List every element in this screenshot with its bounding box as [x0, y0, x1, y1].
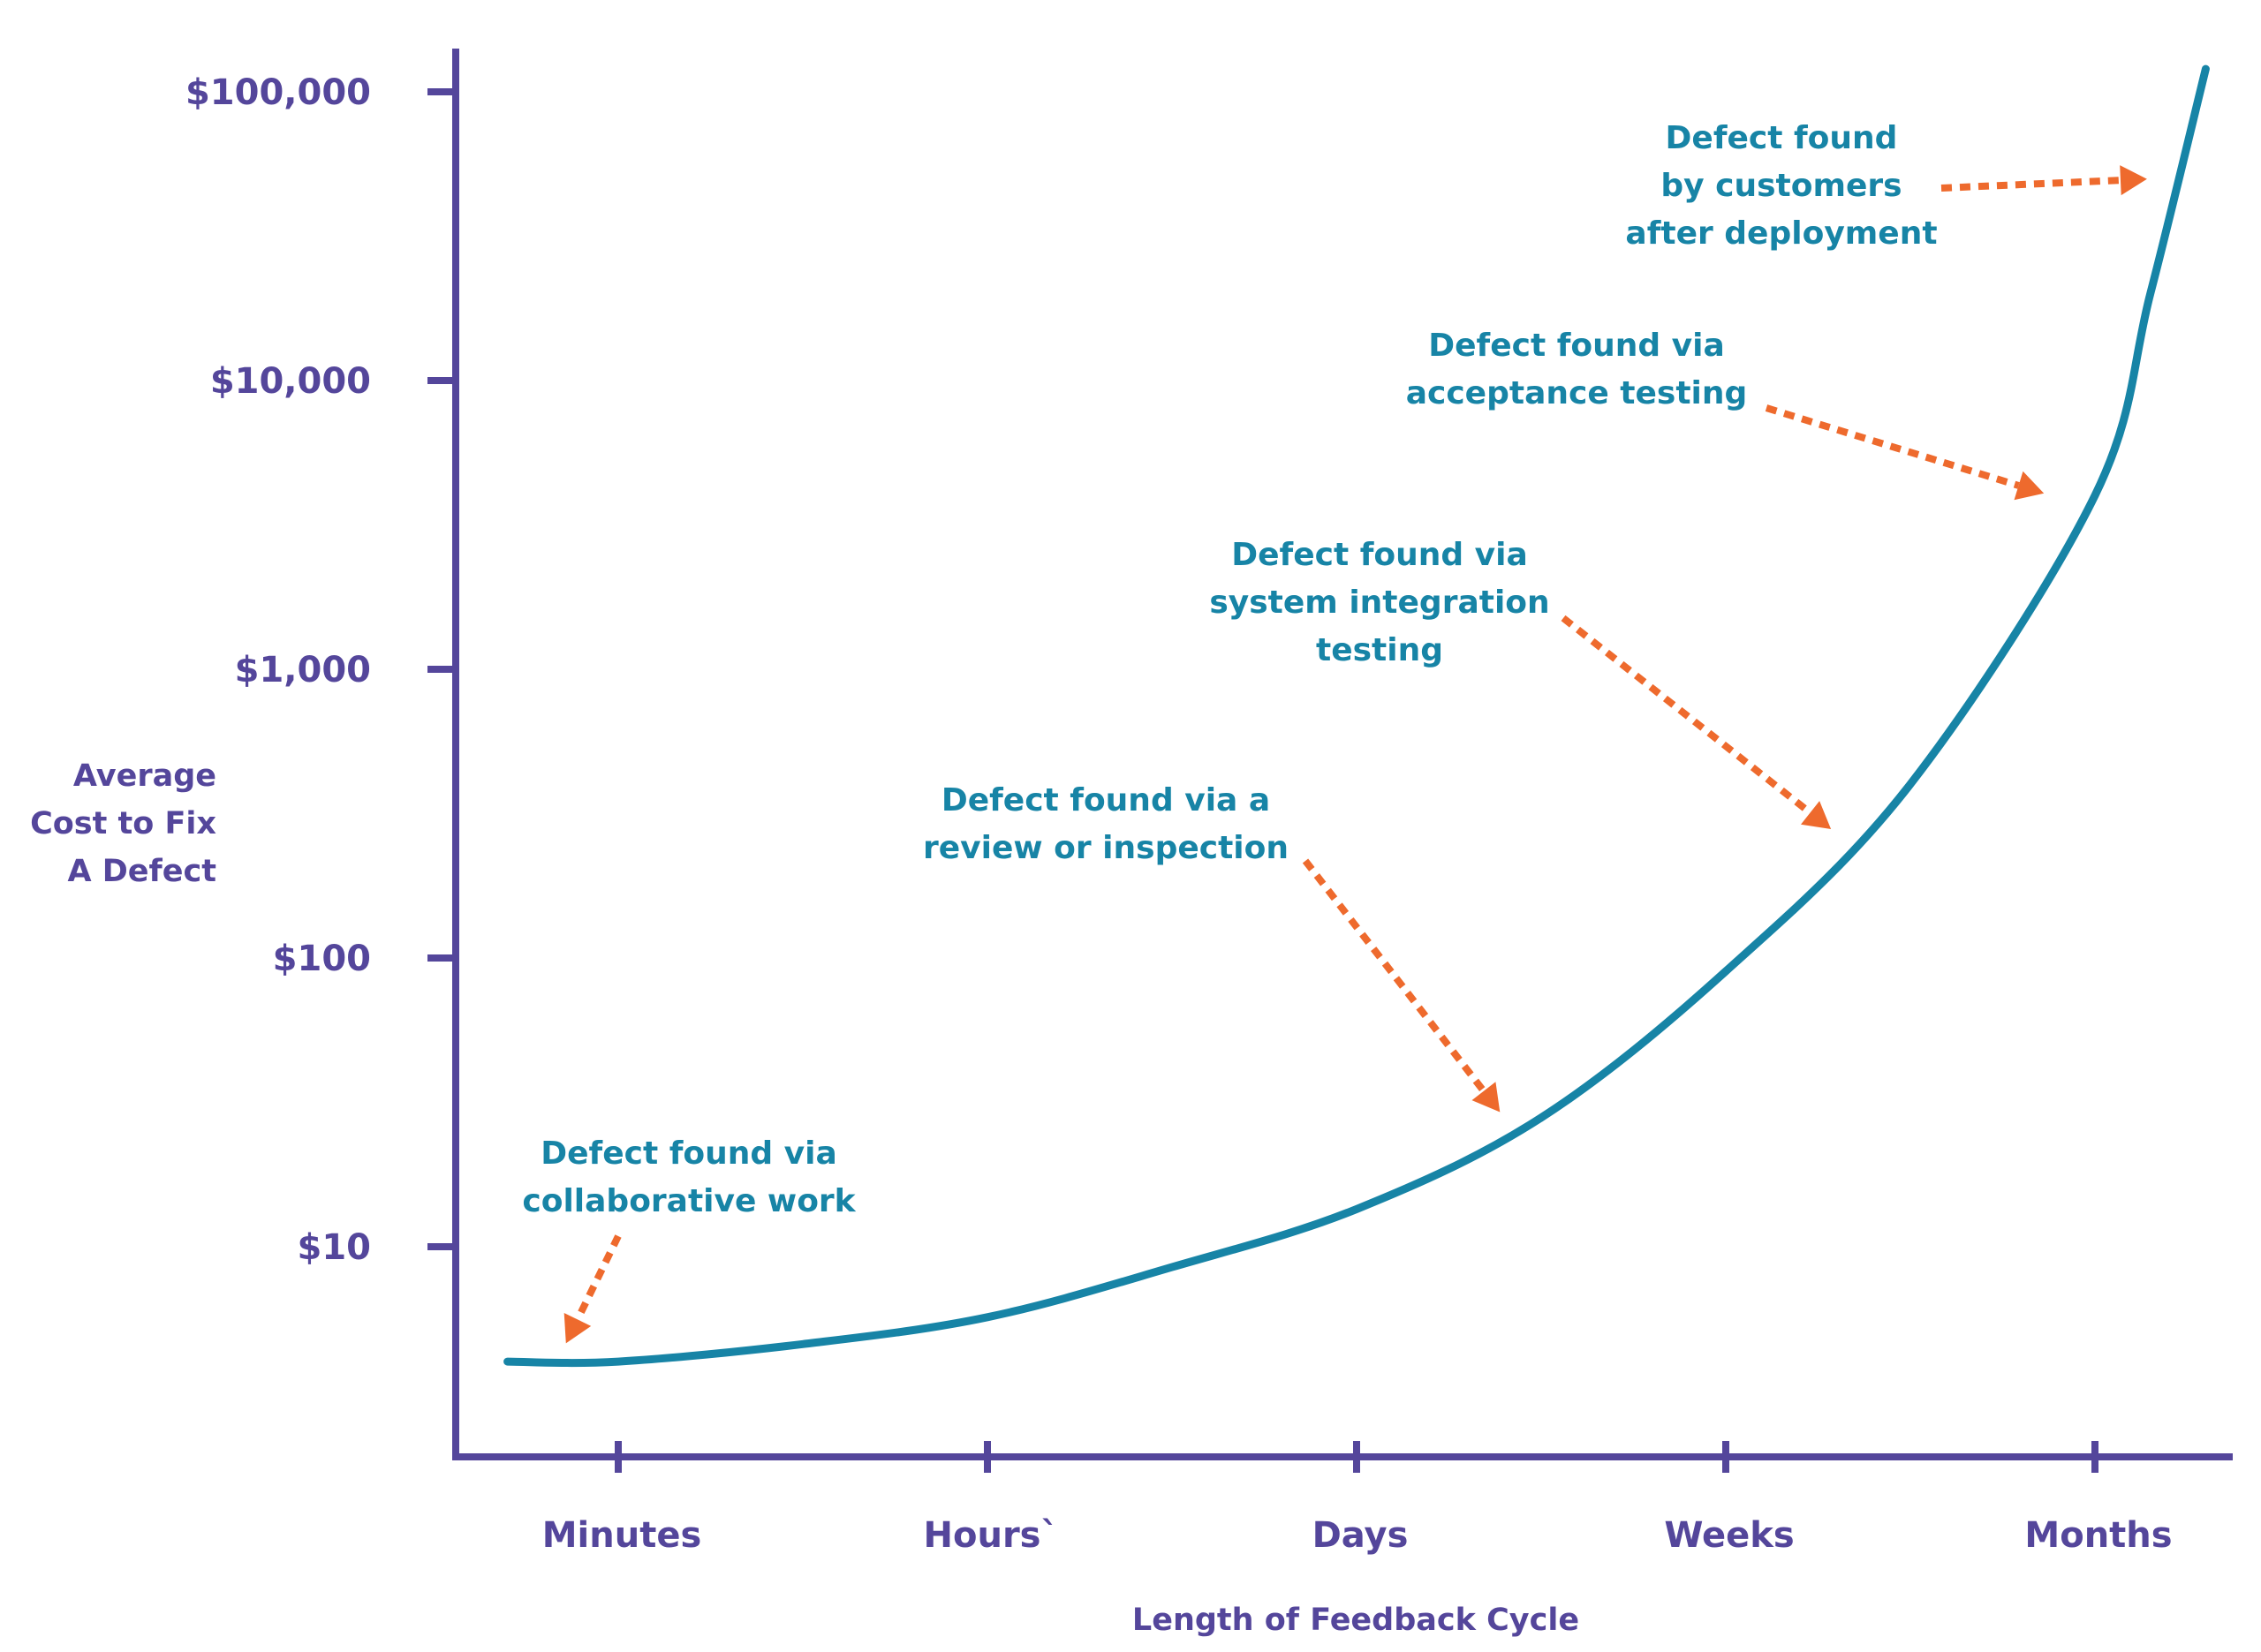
annotation-label: Defect found via acceptance testing	[1406, 328, 1748, 411]
x-tick-label: Months	[2024, 1515, 2172, 1556]
annotation-arrow-line	[1765, 404, 2020, 489]
x-tick-label: Weeks	[1664, 1515, 1794, 1556]
x-axis-title: Length of Feedback Cycle	[1132, 1603, 1579, 1638]
annotation-label: Defect found via a review or inspection	[923, 782, 1289, 866]
annotation-arrow-line	[1561, 615, 1813, 816]
x-tick-label: Hours`	[924, 1515, 1059, 1556]
annotation-arrow-line	[574, 1234, 622, 1322]
cost-curve	[503, 64, 2210, 1368]
annotation-arrow-line	[1940, 177, 2121, 192]
annotation-line: acceptance testing	[1406, 375, 1748, 411]
annotation-arrow-line	[1302, 858, 1487, 1094]
annotation-line: Defect found via	[1428, 328, 1725, 364]
y-axis-ticks: $10 $100 $1,000 $10,000 $100,000	[185, 72, 456, 1268]
annotation-arrowhead	[1471, 1082, 1501, 1113]
annotation-line: by customers	[1660, 168, 1902, 204]
y-tick-label: $10	[298, 1227, 372, 1268]
x-tick-label: Minutes	[542, 1515, 702, 1556]
x-axis-ticks: Minutes Hours` Days Weeks Months	[542, 1441, 2173, 1556]
annotation-line: after deployment	[1625, 215, 1937, 252]
x-tick-label: Days	[1312, 1515, 1409, 1556]
y-axis-title-line: Cost to Fix	[30, 806, 216, 841]
annotation-arrowhead	[1801, 801, 1832, 829]
y-tick-label: $1,000	[235, 650, 371, 690]
annotation-line: review or inspection	[923, 830, 1289, 866]
y-axis-title-line: Average	[73, 758, 216, 794]
annotation-label: Defect found via system integration testin…	[1209, 537, 1549, 668]
annotation-line: Defect found via a	[941, 782, 1270, 818]
annotation-line: collaborative work	[522, 1183, 856, 1219]
y-tick-label: $100	[273, 939, 371, 979]
y-tick-label: $100,000	[185, 72, 371, 113]
annotation-label: Defect found by customers after deployment	[1625, 120, 1937, 252]
y-tick-label: $10,000	[210, 361, 371, 402]
annotation-line: testing	[1316, 632, 1443, 668]
annotation-line: Defect found via	[1231, 537, 1528, 573]
annotation-line: Defect found	[1666, 120, 1898, 156]
annotation-arrowhead	[563, 1313, 592, 1344]
y-axis-title: Average Cost to Fix A Defect	[30, 758, 216, 889]
annotation-label: Defect found via collaborative work	[522, 1135, 856, 1219]
annotation-line: system integration	[1209, 585, 1549, 621]
annotation-line: Defect found via	[541, 1135, 837, 1172]
annotations: Defect found via collaborative workDefect…	[522, 120, 2147, 1344]
y-axis-title-line: A Defect	[67, 854, 216, 889]
annotation-arrowhead	[2120, 165, 2147, 196]
annotation-arrowhead	[2014, 471, 2045, 501]
